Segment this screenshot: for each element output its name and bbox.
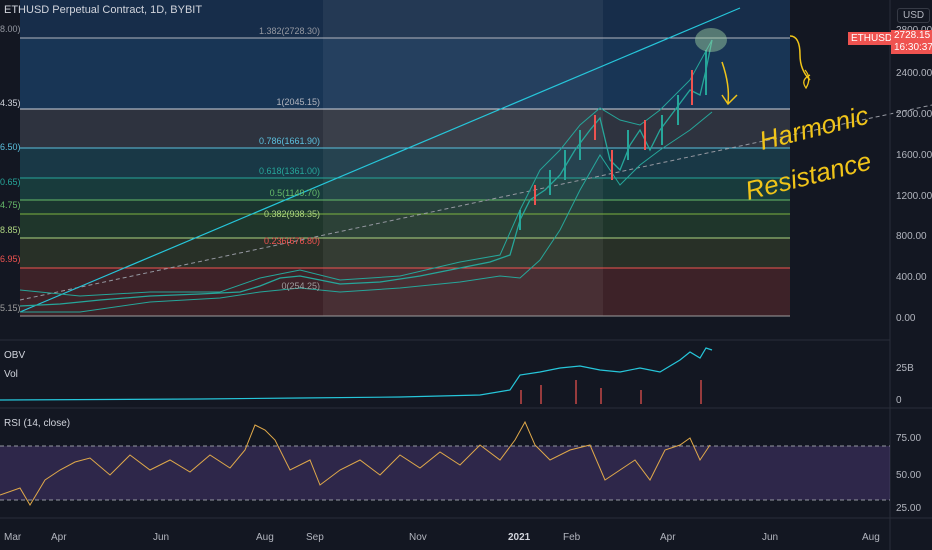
time-tick: Apr xyxy=(51,532,67,543)
bollinger-lower xyxy=(20,111,713,313)
time-tick: Mar xyxy=(4,532,22,543)
rsi-line xyxy=(0,420,711,506)
fib-label: 0(254.25) xyxy=(281,281,320,291)
price-tick: 0.00 xyxy=(896,313,916,324)
highlight-circle[interactable] xyxy=(695,28,727,52)
fib-label: 0.382(938.35) xyxy=(264,209,320,219)
price-flag: ETHUSD xyxy=(848,32,896,45)
time-tick: Aug xyxy=(862,532,880,543)
rsi-label: RSI (14, close) xyxy=(4,418,70,429)
fib-left-label: 8.85) xyxy=(0,225,21,235)
price-tick: 2000.00 xyxy=(896,109,932,120)
fib-left-label: 4.75) xyxy=(0,200,21,210)
fib-left-labels: 8.00) 4.35) 6.50) 0.65) 4.75) 8.85) 6.95… xyxy=(0,24,21,313)
fib-left-label: 6.95) xyxy=(0,254,21,264)
price-tick: 1200.00 xyxy=(896,191,932,202)
obv-tick: 0 xyxy=(896,395,902,406)
fib-left-label: 4.35) xyxy=(0,98,21,108)
obv-tick: 25B xyxy=(896,363,914,374)
fib-left-label: 5.15) xyxy=(0,303,21,313)
fib-label: 0.5(1149.70) xyxy=(270,188,320,198)
symbol-title[interactable]: ETHUSD Perpetual Contract, 1D, BYBIT xyxy=(4,4,203,16)
time-tick: Nov xyxy=(409,532,427,543)
fib-label: 1(2045.15) xyxy=(276,97,320,107)
currency-button[interactable]: USD xyxy=(897,8,931,23)
fib-label: 0.786(1661.90) xyxy=(259,136,320,146)
time-tick: 2021 xyxy=(508,532,531,543)
volume-bars xyxy=(520,380,702,404)
handwritten-arrow[interactable] xyxy=(721,61,738,106)
fib-left-label: 6.50) xyxy=(0,142,21,152)
rsi-tick: 75.00 xyxy=(896,433,921,444)
fib-label: 0.618(1361.00) xyxy=(259,166,320,176)
handwritten-mark[interactable] xyxy=(803,69,811,90)
obv-label: OBV xyxy=(4,350,25,361)
price-tick: 1600.00 xyxy=(896,150,932,161)
bollinger-upper xyxy=(19,39,713,297)
candles xyxy=(519,50,707,230)
time-axis[interactable]: Mar Apr Jun Aug Sep Nov 2021 Feb Apr Jun… xyxy=(4,532,880,543)
time-tick: Jun xyxy=(153,532,169,543)
price-tick: 400.00 xyxy=(896,272,927,283)
rsi-tick: 25.00 xyxy=(896,503,921,514)
obv-line xyxy=(0,347,713,401)
time-tick: Apr xyxy=(660,532,676,543)
fib-zones xyxy=(20,0,790,316)
last-price-label: 2728.15 16:30:37 xyxy=(891,30,932,54)
rsi-band xyxy=(0,446,890,500)
price-axis[interactable]: 2800.00 2400.00 2000.00 1600.00 1200.00 … xyxy=(896,25,932,324)
last-price-value: 2728.15 xyxy=(894,30,931,41)
channel-trendline[interactable] xyxy=(19,7,741,313)
fib-label: 1.382(2728.30) xyxy=(259,26,320,36)
time-tick: Sep xyxy=(306,532,324,543)
fib-labels: 1.382(2728.30) 1(2045.15) 0.786(1661.90)… xyxy=(259,26,320,291)
price-tick: 800.00 xyxy=(896,231,927,242)
time-tick: Jun xyxy=(762,532,778,543)
price-tick: 2400.00 xyxy=(896,68,932,79)
price-path xyxy=(19,39,713,307)
bar-countdown: 16:30:37 xyxy=(894,42,932,53)
handwritten-brace[interactable] xyxy=(789,35,811,81)
fib-label: 0.236(676.80) xyxy=(264,236,320,246)
dashed-trendline[interactable] xyxy=(19,104,932,301)
time-tick: Feb xyxy=(563,532,581,543)
vol-label: Vol xyxy=(4,369,18,380)
fib-left-label: 8.00) xyxy=(0,24,21,34)
fib-left-label: 0.65) xyxy=(0,177,21,187)
rsi-tick: 50.00 xyxy=(896,470,921,481)
time-tick: Aug xyxy=(256,532,274,543)
